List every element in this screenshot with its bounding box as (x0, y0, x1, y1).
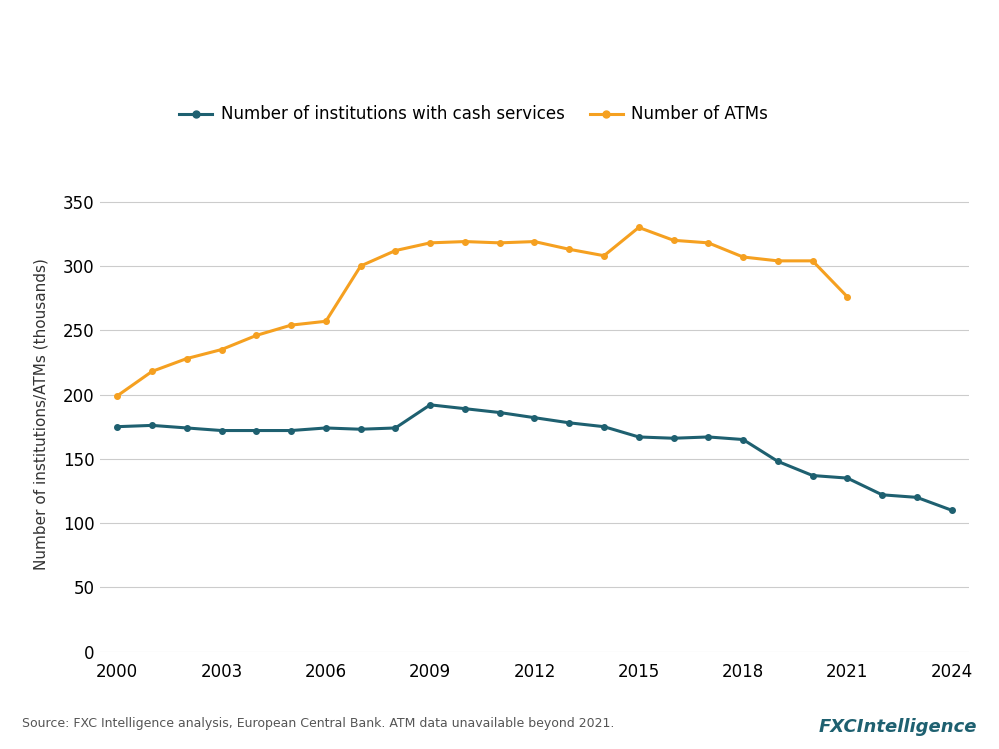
Legend: Number of institutions with cash services, Number of ATMs: Number of institutions with cash service… (173, 99, 775, 130)
Text: FXCIntelligence: FXCIntelligence (818, 718, 977, 736)
Text: Eurozone sees steady decrease in ATMs and cash services: Eurozone sees steady decrease in ATMs an… (22, 28, 933, 56)
Text: Number of ATMs, institutions with cash services in the Eurozone, 2000-2024: Number of ATMs, institutions with cash s… (22, 88, 709, 106)
Y-axis label: Number of institutions/ATMs (thousands): Number of institutions/ATMs (thousands) (34, 258, 49, 570)
Text: Source: FXC Intelligence analysis, European Central Bank. ATM data unavailable b: Source: FXC Intelligence analysis, Europ… (22, 718, 614, 730)
